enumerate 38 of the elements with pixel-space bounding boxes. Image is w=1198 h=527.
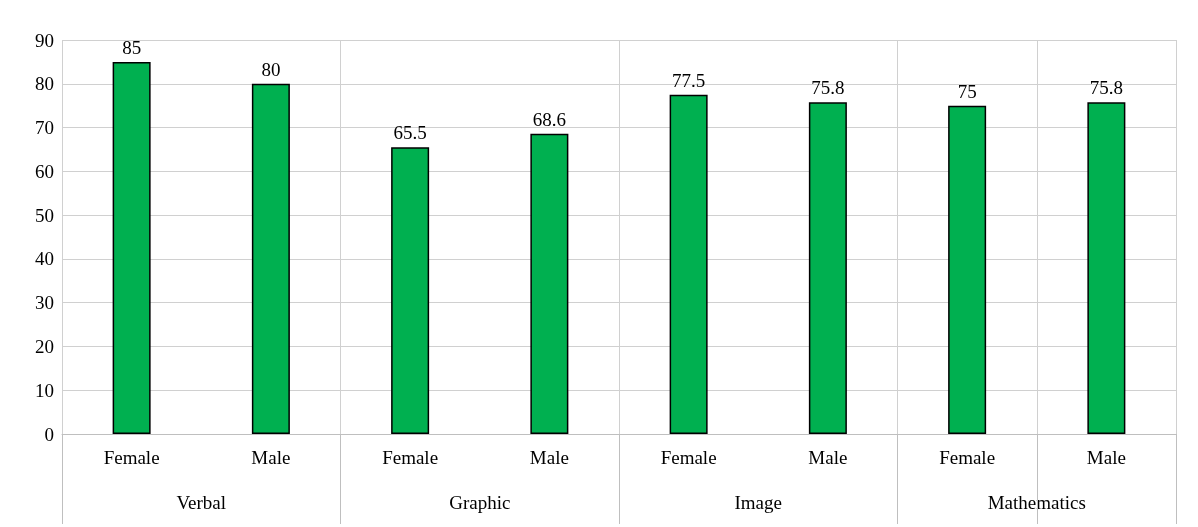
y-tick-label: 90 bbox=[35, 29, 54, 51]
bar bbox=[530, 133, 569, 434]
bar bbox=[251, 83, 290, 434]
y-tick-label: 80 bbox=[35, 73, 54, 95]
y-tick-label: 50 bbox=[35, 204, 54, 226]
x-tick-label: Male bbox=[529, 447, 569, 468]
text: Image bbox=[734, 491, 782, 513]
x-tick-label: Female bbox=[382, 447, 439, 468]
x-tick-label: Female bbox=[939, 447, 996, 468]
y-tick-label: 30 bbox=[35, 292, 54, 314]
x-tick-label: Female bbox=[660, 447, 717, 468]
data-label: 77.5 bbox=[672, 69, 706, 91]
x-tick-label: Male bbox=[808, 447, 848, 468]
text: Mathematics bbox=[987, 491, 1086, 513]
text: Verbal bbox=[176, 491, 227, 513]
y-tick-label: 0 bbox=[44, 423, 54, 445]
y-tick-label: 60 bbox=[35, 160, 54, 182]
data-label: 80 bbox=[261, 58, 281, 80]
bar bbox=[808, 102, 847, 434]
x-tick-label: Male bbox=[251, 447, 291, 468]
text: Graphic bbox=[449, 491, 511, 513]
bar bbox=[948, 105, 987, 434]
data-label: 85 bbox=[122, 36, 142, 58]
x-tick-label: Male bbox=[1086, 447, 1126, 468]
data-label: 65.5 bbox=[393, 122, 427, 144]
y-tick-label: 10 bbox=[35, 379, 54, 401]
y-tick-label: 70 bbox=[35, 117, 54, 139]
x-tick-label: Female bbox=[103, 447, 160, 468]
bar bbox=[391, 147, 430, 434]
y-tick-label: 40 bbox=[35, 248, 54, 270]
data-label: 68.6 bbox=[532, 108, 566, 130]
bar bbox=[1087, 102, 1126, 434]
bar bbox=[669, 94, 708, 434]
y-tick-label: 20 bbox=[35, 335, 54, 357]
data-label: 75.8 bbox=[811, 77, 845, 99]
data-label: 75.8 bbox=[1089, 77, 1123, 99]
data-label: 75 bbox=[957, 80, 977, 102]
bar bbox=[112, 61, 151, 434]
